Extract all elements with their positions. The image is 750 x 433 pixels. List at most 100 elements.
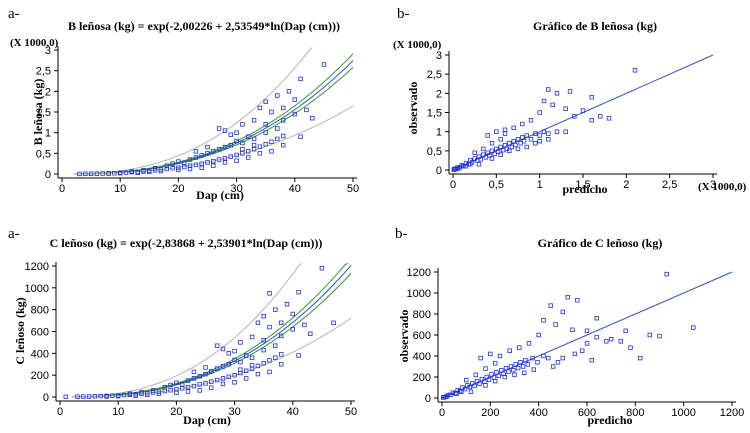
y-tick-label: 0	[45, 169, 51, 181]
data-point	[560, 309, 565, 315]
y-axis-label: observado	[406, 82, 420, 135]
data-point	[521, 138, 527, 144]
chart-svg: a- B leñosa (kg) = exp(-2,00226 + 2,53549…	[8, 6, 359, 202]
data-point	[331, 320, 336, 325]
data-point	[319, 266, 325, 271]
data-point	[191, 369, 197, 375]
data-point	[214, 366, 220, 371]
data-point	[164, 163, 169, 168]
data-point	[81, 394, 86, 399]
y-tick-label: 1	[436, 127, 442, 139]
data-point	[203, 371, 208, 377]
data-point	[112, 170, 117, 176]
data-point	[528, 137, 534, 142]
data-point	[511, 125, 516, 130]
y-tick-label: 200	[413, 372, 431, 384]
y-axis-label: C leñoso (kg)	[13, 297, 27, 364]
data-point	[515, 137, 521, 142]
data-point	[243, 368, 249, 373]
data-point	[174, 380, 179, 385]
prediction-upper-curve	[71, 263, 302, 398]
data-point	[494, 370, 499, 375]
data-point	[550, 102, 555, 107]
x-tick-label: 30	[230, 183, 242, 195]
data-point	[456, 166, 461, 171]
data-point	[185, 378, 191, 383]
data-point	[197, 388, 202, 393]
data-point	[228, 142, 233, 148]
x-tick-label: 0,5	[489, 179, 504, 191]
data-point	[477, 381, 482, 386]
data-point	[181, 164, 187, 170]
data-point	[141, 168, 146, 173]
data-point	[483, 383, 488, 388]
x-tick-label: 1,5	[575, 179, 590, 191]
chart-title: B leñosa (kg) = exp(-2,00226 + 2,53549*l…	[68, 19, 340, 33]
y-axis-label: observado	[397, 310, 411, 363]
data-point	[232, 348, 237, 354]
data-point	[269, 149, 274, 154]
chart-svg: b- Gráfico de B leñosa (kg) 0 0,5 1 1,5 2 2,5 3 0…	[393, 6, 747, 196]
data-point	[286, 89, 292, 94]
data-point	[572, 351, 578, 357]
data-point	[191, 376, 197, 381]
data-point	[193, 162, 199, 168]
data-point	[150, 388, 156, 393]
data-point	[478, 157, 483, 162]
data-point	[118, 170, 123, 176]
data-point	[462, 386, 468, 392]
data-point	[267, 324, 272, 330]
data-point	[261, 347, 266, 353]
data-point	[541, 98, 547, 104]
data-point	[168, 387, 173, 393]
chart-title: Gráfico de B leñosa (kg)	[533, 19, 657, 33]
data-point	[523, 357, 528, 363]
data-point	[502, 131, 508, 136]
x-tick-label: 40	[287, 406, 299, 418]
panel-label: b-	[397, 6, 410, 22]
prediction-upper-curve	[73, 47, 313, 175]
data-point	[589, 357, 594, 363]
data-point	[280, 105, 286, 111]
x-tick-label: 10	[114, 183, 126, 195]
data-point	[515, 365, 521, 371]
data-point	[174, 390, 179, 395]
data-point	[240, 146, 245, 152]
data-point	[548, 303, 553, 308]
data-point	[485, 133, 490, 138]
data-point	[220, 364, 226, 369]
data-point	[498, 144, 503, 150]
data-point	[497, 353, 503, 359]
data-point	[240, 151, 245, 156]
data-point	[267, 358, 272, 363]
data-point	[441, 394, 447, 400]
y-tick-label: 2	[436, 88, 442, 100]
data-point	[572, 114, 577, 119]
data-point	[168, 382, 173, 388]
y-tick-label: 0,5	[427, 146, 442, 158]
data-point	[269, 109, 274, 115]
data-point	[647, 332, 652, 338]
data-point	[222, 144, 228, 150]
data-point	[606, 116, 612, 121]
data-point	[525, 362, 530, 367]
data-point	[298, 134, 303, 139]
data-point	[205, 160, 210, 165]
data-point	[216, 157, 222, 162]
data-point	[255, 371, 261, 377]
data-point	[528, 118, 534, 123]
chart-svg: b- Gráfico de C leñoso (kg) 0 200 400 600 800 1…	[395, 226, 744, 427]
data-point	[273, 355, 278, 360]
y-tick-label: 1200	[407, 267, 431, 279]
data-point	[116, 393, 121, 399]
data-point	[275, 136, 280, 142]
data-point	[263, 141, 268, 147]
data-point	[494, 129, 499, 134]
chart-title: C leñoso (kg) = exp(-2,83868 + 2,53901*l…	[50, 236, 323, 250]
x-tick-label: 800	[626, 407, 644, 419]
data-point	[269, 139, 274, 144]
data-point	[214, 377, 220, 383]
data-point	[513, 142, 518, 148]
x-tick-label: 50	[347, 183, 359, 195]
data-point	[133, 393, 138, 398]
